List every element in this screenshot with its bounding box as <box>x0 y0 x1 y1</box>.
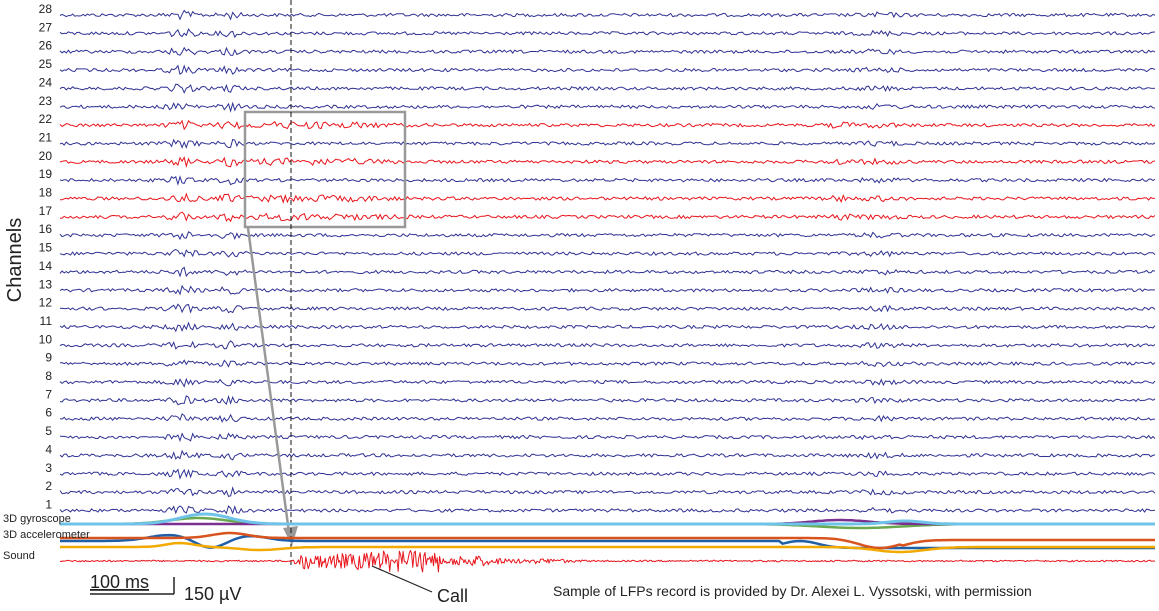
channel-trace-21 <box>59 138 1156 149</box>
channel-label-18: 18 <box>39 186 53 200</box>
channel-label-24: 24 <box>39 75 53 89</box>
channel-trace-15 <box>59 248 1156 258</box>
channel-trace-1 <box>59 505 1156 515</box>
channel-trace-7 <box>59 394 1156 406</box>
channel-label-25: 25 <box>39 57 53 71</box>
channel-trace-28 <box>59 9 1156 21</box>
channel-trace-27 <box>59 28 1156 39</box>
channel-label-13: 13 <box>39 277 53 291</box>
channel-trace-22 <box>59 119 1156 131</box>
channel-label-2: 2 <box>45 479 52 493</box>
sound-trace <box>59 550 1156 573</box>
channel-label-7: 7 <box>45 387 52 401</box>
channel-label-8: 8 <box>45 369 52 383</box>
sound-label: Sound <box>3 550 35 562</box>
accelerometer-trace-orange <box>60 531 1155 550</box>
sensor-traces <box>59 512 1156 573</box>
channel-trace-24 <box>59 83 1156 94</box>
channel-label-1: 1 <box>45 498 52 512</box>
channel-label-21: 21 <box>39 131 53 145</box>
channel-trace-16 <box>59 231 1155 241</box>
channel-label-12: 12 <box>39 296 53 310</box>
time-scale-label: 100 ms <box>90 572 149 592</box>
channel-label-23: 23 <box>39 94 53 108</box>
channel-label-22: 22 <box>39 112 53 126</box>
channel-label-5: 5 <box>45 424 52 438</box>
channel-trace-18 <box>60 192 1156 204</box>
channel-label-19: 19 <box>39 167 53 181</box>
channel-label-9: 9 <box>45 351 52 365</box>
channel-trace-9 <box>59 359 1156 368</box>
channel-traces <box>59 9 1156 515</box>
channel-trace-10 <box>59 340 1156 350</box>
channel-label-3: 3 <box>45 461 52 475</box>
channel-trace-12 <box>59 303 1156 314</box>
channel-trace-11 <box>59 321 1156 333</box>
channel-trace-25 <box>59 64 1156 76</box>
call-annotation: Call <box>437 586 468 606</box>
channel-trace-5 <box>59 432 1156 443</box>
channel-trace-3 <box>59 468 1156 480</box>
call-pointer <box>371 565 433 593</box>
channel-trace-17 <box>59 211 1156 223</box>
zoom-arrow-line <box>246 227 292 541</box>
gyroscope-trace-main <box>60 512 1155 526</box>
channel-trace-2 <box>59 486 1156 498</box>
gyroscope-label: 3D gyroscope <box>3 513 71 525</box>
channel-label-15: 15 <box>39 241 53 255</box>
channel-trace-8 <box>59 377 1156 388</box>
channel-label-27: 27 <box>39 20 53 34</box>
channel-label-10: 10 <box>39 332 53 346</box>
channel-trace-14 <box>59 266 1156 278</box>
accelerometer-trace-yellow <box>60 541 1155 554</box>
channel-label-11: 11 <box>40 314 53 328</box>
channel-label-28: 28 <box>39 2 53 16</box>
zoom-box <box>243 110 407 229</box>
channel-label-6: 6 <box>45 406 52 420</box>
channel-label-17: 17 <box>39 204 53 218</box>
channel-trace-20 <box>59 156 1156 168</box>
channel-label-26: 26 <box>39 39 53 53</box>
channel-trace-26 <box>59 46 1156 56</box>
channel-trace-4 <box>59 449 1156 461</box>
channel-label-16: 16 <box>39 222 53 236</box>
channel-trace-6 <box>59 413 1156 423</box>
channel-labels: 2827262524232221201918171615141312111098… <box>39 2 53 512</box>
accelerometer-label: 3D accelerometer <box>3 529 90 541</box>
channel-label-4: 4 <box>45 442 52 456</box>
amplitude-scale-label: 150 µV <box>184 584 241 604</box>
channel-trace-19 <box>59 175 1156 186</box>
channel-label-14: 14 <box>39 259 53 273</box>
channel-label-20: 20 <box>39 149 53 163</box>
credit-text: Sample of LFPs record is provided by Dr.… <box>553 583 1032 599</box>
channel-trace-23 <box>59 101 1156 113</box>
channel-trace-13 <box>59 284 1156 296</box>
y-axis-label: Channels <box>4 218 26 303</box>
